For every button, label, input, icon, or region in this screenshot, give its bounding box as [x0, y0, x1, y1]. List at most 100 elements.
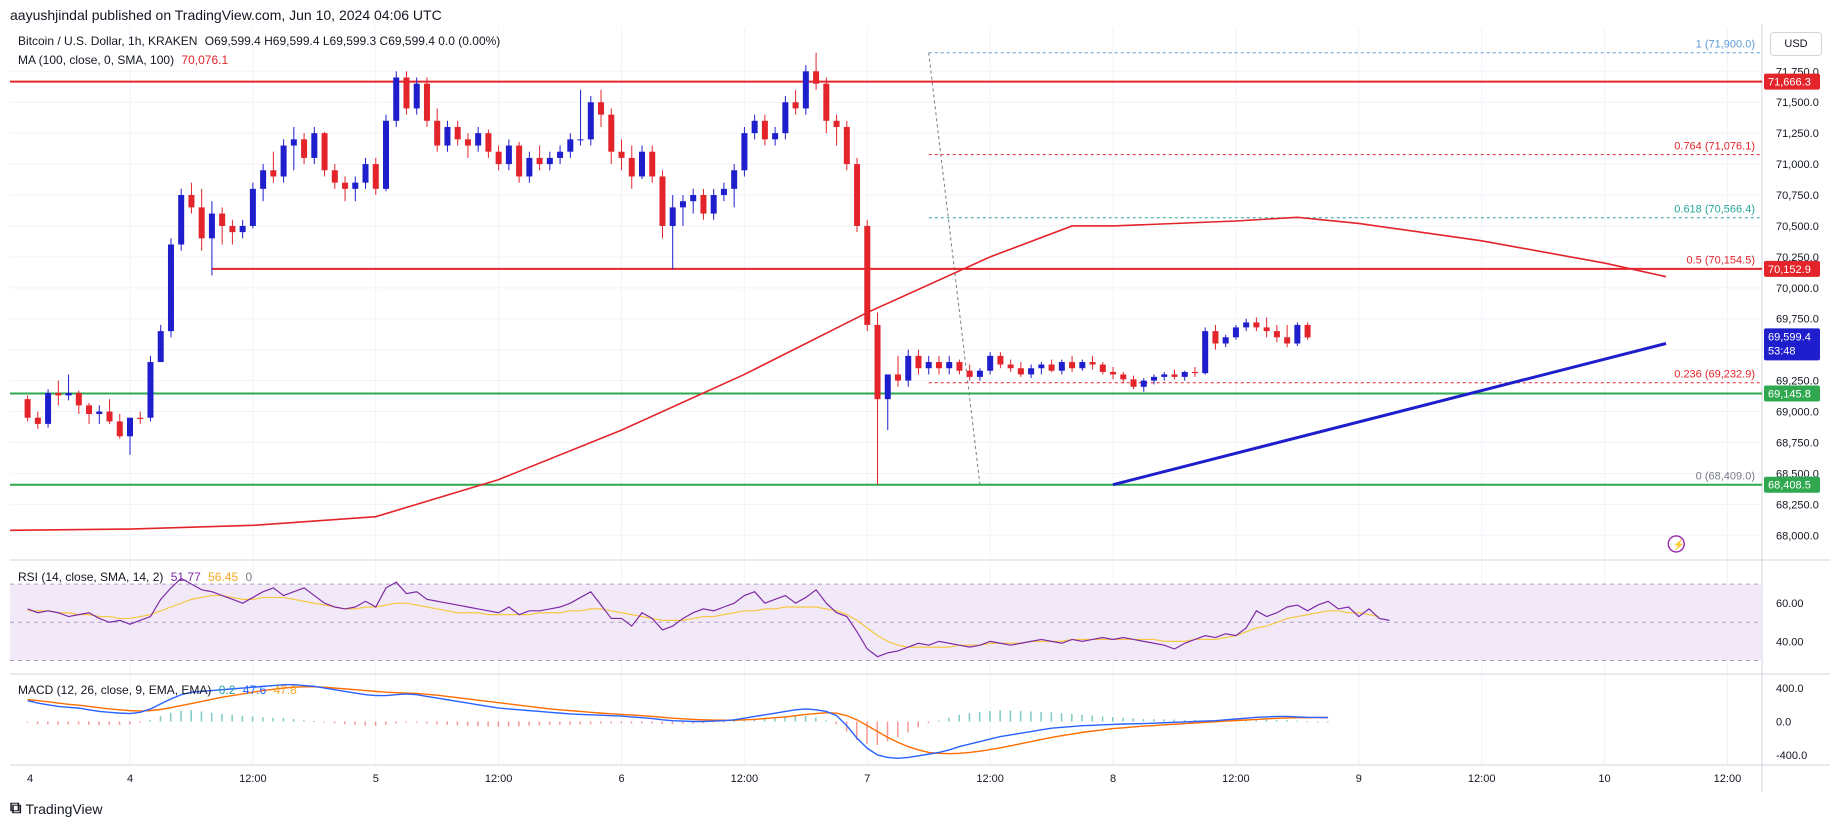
candle-up [1243, 318, 1250, 332]
time-tick-label: 4 [127, 773, 133, 785]
macd-histogram-bar [333, 721, 336, 724]
candle-up [1181, 370, 1188, 381]
candle-down [843, 120, 850, 171]
candle-body [761, 120, 768, 140]
candle-body [260, 170, 267, 189]
candle-body [813, 71, 820, 84]
fib-level-label: 0 (68,409.0) [1696, 471, 1755, 483]
candle-up [1232, 324, 1239, 340]
candle-up [362, 157, 369, 189]
candle-body [802, 71, 809, 109]
candle-body [792, 102, 799, 109]
candle-body [444, 126, 451, 146]
macd-histogram-bar [1275, 719, 1278, 722]
candle-down [116, 414, 123, 439]
candle-up [1222, 334, 1229, 348]
macd-histogram-bar [159, 716, 162, 722]
macd-histogram-bar [743, 719, 745, 722]
candle-body [331, 170, 338, 183]
candle-down [1048, 359, 1055, 372]
candle-down [966, 364, 973, 381]
candle-body [198, 207, 205, 239]
macd-histogram-bar [600, 721, 602, 724]
candle-up [393, 71, 400, 127]
publisher-line: aayushjindal published on TradingView.co… [10, 7, 442, 23]
candle-body [1191, 371, 1198, 374]
macd-histogram-bar [620, 721, 623, 724]
time-tick-label: 4 [27, 773, 33, 785]
candle-body [895, 374, 901, 381]
macd-histogram-bar [548, 721, 551, 725]
macd-histogram-bar [712, 721, 715, 723]
candle-down [1017, 362, 1024, 377]
macd-histogram-bar [518, 721, 520, 727]
candle-down [864, 219, 871, 332]
candle-body [1161, 374, 1168, 377]
candle-down [618, 139, 625, 171]
macd-histogram-bar [1040, 711, 1042, 722]
macd-histogram-bar [1019, 711, 1022, 722]
candle-down [792, 89, 799, 115]
candle-up [505, 139, 512, 171]
candle-down [434, 108, 441, 152]
macd-histogram-bar [937, 720, 940, 722]
macd-histogram-bar [313, 721, 315, 723]
candle-body [1140, 380, 1147, 387]
candle-down [833, 114, 840, 146]
tradingview-logo-icon: ⧉ [10, 800, 22, 817]
candle-body [679, 201, 686, 208]
time-tick-label: 12:00 [239, 773, 267, 785]
candle-down [188, 182, 195, 214]
candle-body [127, 417, 133, 437]
macd-histogram-bar [641, 721, 643, 724]
macd-histogram-bar [948, 717, 950, 722]
candle-down [106, 399, 113, 424]
candle-body [598, 102, 605, 115]
candle-up [1294, 322, 1301, 346]
candle-body [833, 120, 840, 127]
macd-histogram-bar [292, 718, 295, 722]
candle-body [628, 157, 635, 177]
candle-down [137, 411, 144, 424]
macd-histogram-bar [661, 721, 663, 725]
candle-body [1151, 376, 1157, 381]
candle-up [751, 114, 758, 140]
macd-histogram-bar [845, 721, 848, 732]
rsi-label[interactable]: RSI (14, close, SMA, 14, 2) [18, 570, 164, 584]
macd-histogram-bar [1030, 711, 1032, 722]
macd-label[interactable]: MACD (12, 26, close, 9, EMA, EMA) [18, 683, 212, 697]
candle-body [1273, 331, 1280, 338]
symbol-name[interactable]: Bitcoin / U.S. Dollar, 1h, KRAKEN [18, 34, 198, 48]
macd-histogram-bar [651, 721, 653, 724]
candle-body [24, 399, 31, 418]
macd-histogram-bar [897, 721, 899, 738]
candle-body [935, 362, 942, 369]
currency-button[interactable]: USD [1770, 32, 1822, 56]
macd-histogram-bar [692, 721, 694, 724]
candle-body [659, 176, 666, 226]
macd-histogram-bar [395, 721, 397, 724]
macd-histogram-bar [354, 721, 356, 725]
candle-body [843, 126, 850, 165]
tradingview-logo-text: TradingView [25, 801, 103, 817]
candle-up [178, 188, 185, 251]
macd-histogram-bar [999, 710, 1001, 722]
tradingview-logo[interactable]: ⧉ TradingView [10, 800, 102, 818]
ma-label[interactable]: MA (100, close, 0, SMA, 100) [18, 53, 175, 67]
macd-histogram-bar [835, 721, 838, 725]
candle-body [393, 77, 400, 121]
candle-body [1284, 337, 1291, 344]
candle-body [577, 139, 584, 141]
candle-body [86, 405, 93, 415]
candle-body [956, 362, 963, 371]
candle-body [1202, 331, 1209, 374]
candle-up [1202, 327, 1209, 375]
candle-body [546, 157, 553, 165]
candle-down [1089, 355, 1096, 370]
macd-histogram-bar [497, 721, 500, 727]
candle-body [618, 151, 625, 158]
candle-body [1304, 324, 1311, 338]
price-tick-label: 70,750.0 [1776, 190, 1819, 202]
candle-body [65, 392, 72, 396]
